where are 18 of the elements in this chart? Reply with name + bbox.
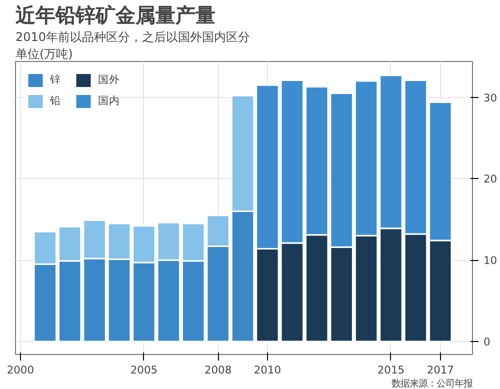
y-tick-label: 30 xyxy=(484,91,498,104)
legend-label: 铅 xyxy=(50,94,62,108)
legend-label: 国外 xyxy=(98,73,120,87)
legend-label: 锌 xyxy=(50,73,62,87)
y-axis-title: 单位(万吨) xyxy=(16,47,73,61)
y-tick-label: 10 xyxy=(484,254,498,268)
source-note: 数据来源：公司年报 xyxy=(392,378,472,389)
y-tick-label: 20 xyxy=(484,172,498,186)
x-tick-label: 2010 xyxy=(254,364,282,376)
x-tick-label: 2015 xyxy=(377,364,405,376)
y-tick-label: 0 xyxy=(484,335,490,348)
x-tick-label: 2005 xyxy=(130,364,158,376)
chart-title: 近年铅锌矿金属量产量 xyxy=(14,3,216,27)
legend-label: 国内 xyxy=(98,94,120,108)
x-tick-label: 2000 xyxy=(6,364,34,376)
x-tick-label: 2008 xyxy=(204,364,232,376)
x-tick-label: 2017 xyxy=(426,364,454,376)
chart-subtitle: 2010年前以品种区分，之后以国外国内区分 xyxy=(16,30,250,44)
